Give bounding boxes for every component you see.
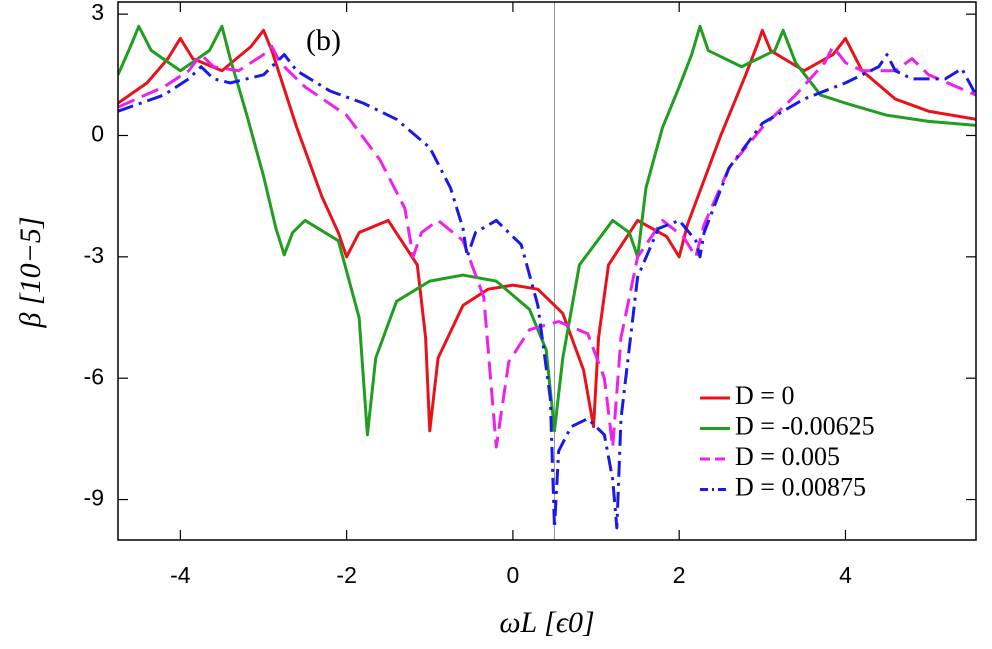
series-line (118, 53, 976, 530)
legend-label: D = 0.005 (735, 442, 840, 471)
y-tick-label: -9 (84, 485, 104, 511)
plot-area (118, 2, 976, 540)
x-tick-label: -2 (336, 562, 356, 588)
x-tick-label: -4 (170, 562, 191, 588)
series-line (118, 45, 976, 449)
panel-label: (b) (306, 24, 341, 57)
legend-label: D = -0.00625 (735, 411, 875, 440)
x-axis-label: ωL [ϵ0] (499, 606, 594, 639)
x-tick-label: 4 (839, 562, 852, 588)
x-tick-label: 2 (673, 562, 686, 588)
legend-label: D = 0 (735, 381, 794, 410)
y-axis-label: β [10−5] (14, 216, 47, 328)
y-tick-label: -6 (84, 363, 104, 389)
plot-frame (117, 1, 977, 541)
series-line (118, 28, 976, 433)
y-tick-label: -3 (84, 242, 104, 268)
y-tick-label: 0 (91, 121, 104, 147)
legend-label: D = 0.00875 (735, 472, 866, 501)
series-line (118, 24, 976, 437)
y-tick-label: 3 (91, 0, 104, 25)
x-tick-label: 0 (507, 562, 520, 588)
